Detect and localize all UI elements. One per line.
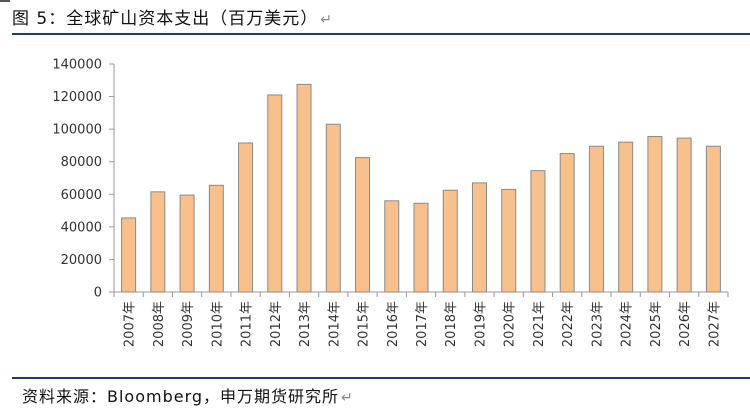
bar-2024年 (618, 141, 634, 293)
x-tick-label: 2013年 (298, 301, 313, 347)
bar-2016年 (384, 200, 400, 293)
source-note: 资料来源：Bloomberg，申万期货研究所 ↵ (22, 387, 354, 406)
x-tick-label: 2010年 (210, 301, 225, 347)
bar-2025年 (647, 135, 663, 293)
bar-2017年 (413, 202, 429, 293)
bar-2011年 (238, 142, 254, 293)
y-tick-label: 80000 (61, 155, 102, 170)
bar-2027年 (705, 145, 721, 293)
bar-2018年 (442, 189, 458, 293)
x-tick-label: 2008年 (152, 301, 167, 347)
x-tick-label: 2019年 (473, 301, 488, 347)
x-tick-label: 2014年 (327, 301, 342, 347)
y-tick-label: 40000 (61, 220, 102, 235)
corner-mark (0, 0, 10, 2)
bar-2013年 (296, 83, 312, 293)
bar-2023年 (588, 145, 604, 293)
y-tick-labels: 0 20000 40000 60000 80000 100000 120000 140000 (52, 58, 102, 301)
x-tick-label: 2027年 (707, 301, 722, 347)
x-tick-label: 2020年 (503, 301, 518, 347)
x-tick-label: 2026年 (678, 301, 693, 347)
y-tick-label: 100000 (52, 123, 102, 138)
x-tick-label: 2009年 (181, 301, 196, 347)
x-tick-label: 2012年 (269, 301, 284, 347)
bar-2015年 (355, 157, 371, 293)
bar-2012年 (267, 94, 283, 293)
x-tick-label: 2022年 (561, 301, 576, 347)
bar-2007年 (121, 217, 137, 293)
bar-2010年 (208, 184, 224, 293)
bar-2022年 (559, 153, 575, 293)
bar-2009年 (179, 194, 195, 293)
chart-bars (121, 83, 721, 293)
bar-2020年 (501, 188, 517, 293)
bar-2026年 (676, 137, 692, 293)
x-tick-label: 2016年 (386, 301, 401, 347)
return-mark-icon: ↵ (341, 390, 354, 406)
y-tick-label: 60000 (61, 188, 102, 203)
y-tick-label: 120000 (52, 90, 102, 105)
x-tick-label: 2015年 (357, 301, 372, 347)
x-tick-label: 2025年 (649, 301, 664, 347)
x-tick-label: 2017年 (415, 301, 430, 347)
y-tick-label: 140000 (52, 58, 102, 73)
bar-2019年 (471, 182, 487, 293)
x-tick-label: 2018年 (444, 301, 459, 347)
x-tick-label: 2021年 (532, 301, 547, 347)
x-tick-label: 2007年 (123, 301, 138, 347)
return-mark-icon: ↵ (320, 12, 333, 28)
top-rule (12, 33, 750, 35)
x-tick-labels: 2007年 2008年 2009年 2010年 2011年 2012年 2013年 2014年… (123, 301, 723, 347)
bar-2014年 (325, 123, 341, 293)
x-tick-label: 2011年 (240, 301, 255, 347)
x-tick-label: 2024年 (620, 301, 635, 347)
bar-2021年 (530, 170, 546, 293)
bottom-rule (12, 377, 750, 379)
figure-title: 图 5：全球矿山资本支出（百万美元） ↵ (12, 9, 333, 29)
bar-2008年 (150, 191, 166, 293)
y-tick-label: 20000 (61, 253, 102, 268)
x-tick-label: 2023年 (590, 301, 605, 347)
y-tick-label: 0 (94, 286, 102, 301)
